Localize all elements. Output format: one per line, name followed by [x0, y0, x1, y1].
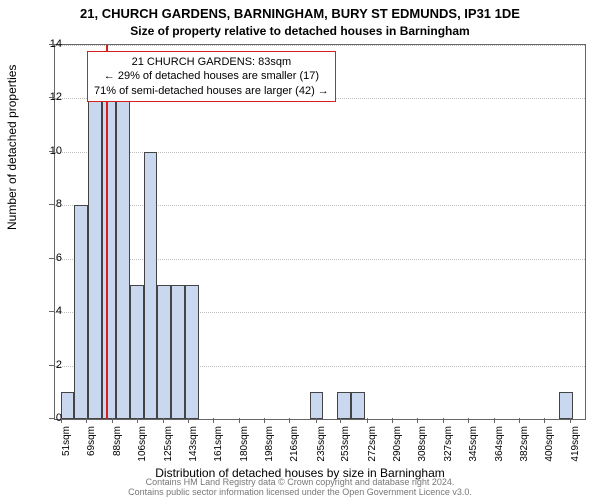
y-tick-mark: [49, 204, 54, 205]
y-tick-mark: [49, 258, 54, 259]
x-tick-mark: [367, 418, 368, 423]
x-tick-label: 235sqm: [316, 426, 327, 476]
y-tick-mark: [49, 151, 54, 152]
footer-line-2: Contains public sector information licen…: [0, 488, 600, 498]
x-tick-label: 290sqm: [392, 426, 403, 476]
x-tick-mark: [289, 418, 290, 423]
x-tick-mark: [61, 418, 62, 423]
x-tick-mark: [86, 418, 87, 423]
histogram-bar: [144, 152, 158, 419]
histogram-bar: [61, 392, 75, 419]
x-tick-label: 216sqm: [289, 426, 300, 476]
x-tick-mark: [239, 418, 240, 423]
grid-line: [55, 152, 585, 153]
footer: Contains HM Land Registry data © Crown c…: [0, 478, 600, 498]
legend-line-1: 21 CHURCH GARDENS: 83sqm: [94, 55, 329, 69]
histogram-bar: [74, 205, 88, 419]
chart-title-main: 21, CHURCH GARDENS, BARNINGHAM, BURY ST …: [0, 6, 600, 21]
x-tick-label: 253sqm: [340, 426, 351, 476]
histogram-bar: [559, 392, 573, 419]
y-axis-label: Number of detached properties: [5, 65, 19, 230]
x-tick-label: 125sqm: [163, 426, 174, 476]
x-tick-mark: [340, 418, 341, 423]
x-tick-mark: [264, 418, 265, 423]
x-tick-mark: [468, 418, 469, 423]
chart-container: 21, CHURCH GARDENS, BARNINGHAM, BURY ST …: [0, 0, 600, 500]
legend-line-2: ← 29% of detached houses are smaller (17…: [94, 69, 329, 83]
histogram-bar: [185, 285, 199, 419]
x-tick-label: 400sqm: [544, 426, 555, 476]
grid-line: [55, 45, 585, 46]
y-tick-mark: [49, 44, 54, 45]
x-tick-mark: [213, 418, 214, 423]
y-tick-mark: [49, 97, 54, 98]
histogram-bar: [351, 392, 365, 419]
x-tick-label: 308sqm: [417, 426, 428, 476]
x-tick-label: 327sqm: [443, 426, 454, 476]
x-tick-mark: [519, 418, 520, 423]
x-tick-label: 382sqm: [519, 426, 530, 476]
grid-line: [55, 205, 585, 206]
x-tick-label: 161sqm: [213, 426, 224, 476]
histogram-bar: [157, 285, 171, 419]
x-tick-mark: [417, 418, 418, 423]
x-tick-mark: [137, 418, 138, 423]
x-tick-mark: [316, 418, 317, 423]
x-tick-label: 272sqm: [367, 426, 378, 476]
y-tick-mark: [49, 418, 54, 419]
histogram-bar: [102, 98, 116, 419]
grid-line: [55, 259, 585, 260]
legend-line-3: 71% of semi-detached houses are larger (…: [94, 84, 329, 98]
histogram-bar: [171, 285, 185, 419]
x-tick-mark: [544, 418, 545, 423]
y-tick-mark: [49, 365, 54, 366]
plot-area: 21 CHURCH GARDENS: 83sqm ← 29% of detach…: [54, 44, 586, 420]
x-tick-mark: [443, 418, 444, 423]
x-tick-mark: [112, 418, 113, 423]
chart-title-sub: Size of property relative to detached ho…: [0, 24, 600, 38]
histogram-bar: [88, 72, 102, 419]
x-tick-label: 198sqm: [264, 426, 275, 476]
x-tick-mark: [392, 418, 393, 423]
histogram-bar: [130, 285, 144, 419]
histogram-bar: [337, 392, 351, 419]
y-tick-mark: [49, 311, 54, 312]
x-tick-label: 419sqm: [570, 426, 581, 476]
x-tick-label: 88sqm: [112, 426, 123, 476]
x-tick-label: 69sqm: [86, 426, 97, 476]
x-tick-mark: [570, 418, 571, 423]
histogram-bar: [116, 98, 130, 419]
x-tick-mark: [494, 418, 495, 423]
x-tick-label: 143sqm: [188, 426, 199, 476]
legend-box: 21 CHURCH GARDENS: 83sqm ← 29% of detach…: [87, 51, 336, 102]
histogram-bar: [310, 392, 324, 419]
x-tick-mark: [188, 418, 189, 423]
x-tick-mark: [163, 418, 164, 423]
x-tick-label: 180sqm: [239, 426, 250, 476]
x-tick-label: 106sqm: [137, 426, 148, 476]
x-tick-label: 364sqm: [494, 426, 505, 476]
x-tick-label: 51sqm: [61, 426, 72, 476]
x-tick-label: 345sqm: [468, 426, 479, 476]
